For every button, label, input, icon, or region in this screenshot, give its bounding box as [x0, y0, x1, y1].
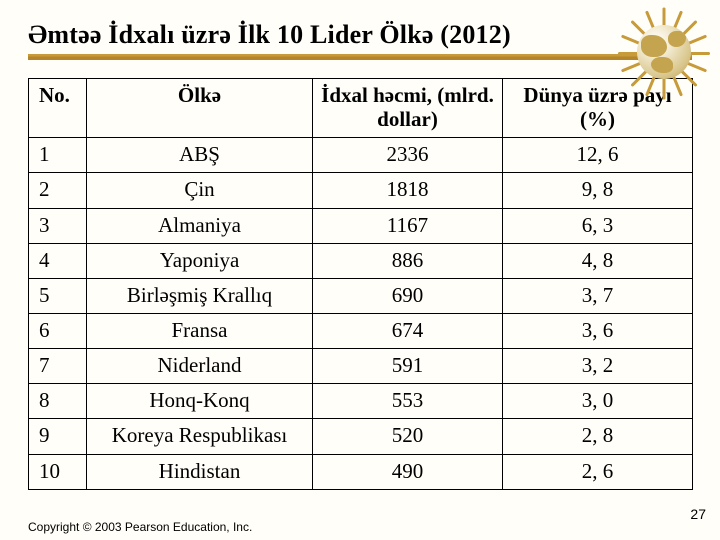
cell-no: 9 — [29, 419, 87, 454]
cell-share: 3, 0 — [503, 384, 693, 419]
globe-decoration — [618, 6, 710, 98]
cell-country: Çin — [87, 173, 313, 208]
cell-volume: 490 — [313, 454, 503, 489]
cell-no: 10 — [29, 454, 87, 489]
cell-volume: 553 — [313, 384, 503, 419]
col-header-no: No. — [29, 79, 87, 138]
table-header-row: No. Ölkə İdxal həcmi, (mlrd. dollar) Dün… — [29, 79, 693, 138]
cell-country: Honq-Konq — [87, 384, 313, 419]
cell-country: Birləşmiş Krallıq — [87, 278, 313, 313]
cell-volume: 886 — [313, 243, 503, 278]
cell-no: 7 — [29, 349, 87, 384]
cell-volume: 2336 — [313, 138, 503, 173]
cell-share: 3, 2 — [503, 349, 693, 384]
table-row: 5Birləşmiş Krallıq6903, 7 — [29, 278, 693, 313]
cell-share: 9, 8 — [503, 173, 693, 208]
import-leaders-table: No. Ölkə İdxal həcmi, (mlrd. dollar) Dün… — [28, 78, 693, 490]
cell-country: Niderland — [87, 349, 313, 384]
page-number: 27 — [690, 506, 706, 522]
cell-share: 3, 6 — [503, 313, 693, 348]
cell-country: Hindistan — [87, 454, 313, 489]
cell-country: ABŞ — [87, 138, 313, 173]
cell-volume: 1818 — [313, 173, 503, 208]
cell-volume: 591 — [313, 349, 503, 384]
cell-country: Fransa — [87, 313, 313, 348]
cell-share: 6, 3 — [503, 208, 693, 243]
cell-share: 12, 6 — [503, 138, 693, 173]
cell-share: 2, 8 — [503, 419, 693, 454]
table-row: 3Almaniya11676, 3 — [29, 208, 693, 243]
cell-no: 2 — [29, 173, 87, 208]
cell-no: 4 — [29, 243, 87, 278]
cell-no: 5 — [29, 278, 87, 313]
table-row: 8Honq-Konq5533, 0 — [29, 384, 693, 419]
title-underline — [28, 54, 692, 60]
table-row: 7Niderland5913, 2 — [29, 349, 693, 384]
col-header-volume: İdxal həcmi, (mlrd. dollar) — [313, 79, 503, 138]
table-row: 6Fransa6743, 6 — [29, 313, 693, 348]
cell-country: Almaniya — [87, 208, 313, 243]
cell-volume: 690 — [313, 278, 503, 313]
copyright-text: Copyright © 2003 Pearson Education, Inc. — [28, 520, 252, 534]
slide-title: Əmtəə İdxalı üzrə İlk 10 Lider Ölkə (201… — [28, 20, 692, 50]
table-row: 2Çin18189, 8 — [29, 173, 693, 208]
cell-country: Yaponiya — [87, 243, 313, 278]
cell-no: 3 — [29, 208, 87, 243]
cell-share: 2, 6 — [503, 454, 693, 489]
cell-no: 1 — [29, 138, 87, 173]
cell-country: Koreya Respublikası — [87, 419, 313, 454]
cell-no: 6 — [29, 313, 87, 348]
cell-no: 8 — [29, 384, 87, 419]
cell-volume: 520 — [313, 419, 503, 454]
table-row: 10Hindistan4902, 6 — [29, 454, 693, 489]
table-row: 9Koreya Respublikası5202, 8 — [29, 419, 693, 454]
table-row: 4Yaponiya8864, 8 — [29, 243, 693, 278]
col-header-country: Ölkə — [87, 79, 313, 138]
cell-volume: 1167 — [313, 208, 503, 243]
cell-share: 4, 8 — [503, 243, 693, 278]
table-row: 1ABŞ233612, 6 — [29, 138, 693, 173]
cell-share: 3, 7 — [503, 278, 693, 313]
cell-volume: 674 — [313, 313, 503, 348]
